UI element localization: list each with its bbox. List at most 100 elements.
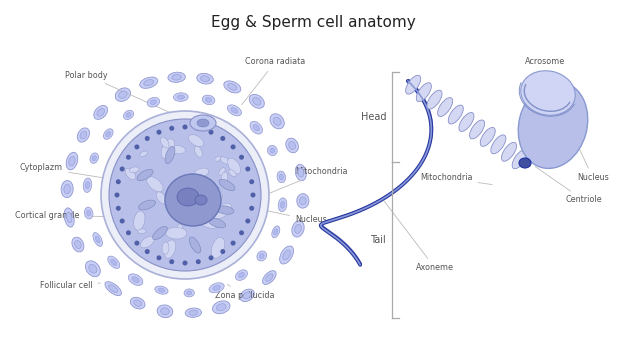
Ellipse shape — [119, 91, 127, 98]
Ellipse shape — [220, 157, 229, 164]
Ellipse shape — [169, 126, 174, 131]
Ellipse shape — [177, 95, 185, 99]
Ellipse shape — [146, 177, 163, 192]
Ellipse shape — [105, 282, 121, 296]
Ellipse shape — [249, 179, 254, 184]
Ellipse shape — [224, 81, 241, 93]
Ellipse shape — [135, 240, 140, 246]
Ellipse shape — [150, 100, 156, 105]
Ellipse shape — [161, 308, 169, 315]
Ellipse shape — [208, 130, 213, 135]
Ellipse shape — [115, 88, 130, 102]
Ellipse shape — [250, 121, 262, 134]
Ellipse shape — [274, 229, 278, 235]
Ellipse shape — [183, 261, 188, 266]
Ellipse shape — [512, 150, 527, 169]
Ellipse shape — [231, 108, 238, 113]
Ellipse shape — [66, 212, 72, 223]
Ellipse shape — [240, 289, 254, 302]
Ellipse shape — [140, 151, 148, 156]
Ellipse shape — [219, 168, 225, 175]
Ellipse shape — [120, 166, 125, 171]
Ellipse shape — [279, 174, 284, 180]
Ellipse shape — [280, 201, 285, 208]
Ellipse shape — [97, 109, 105, 116]
Ellipse shape — [126, 155, 131, 160]
Ellipse shape — [64, 184, 71, 194]
Ellipse shape — [108, 256, 120, 269]
Ellipse shape — [74, 240, 81, 249]
Ellipse shape — [235, 270, 247, 280]
Ellipse shape — [259, 253, 264, 258]
Ellipse shape — [135, 144, 140, 149]
Ellipse shape — [245, 166, 250, 171]
Ellipse shape — [165, 174, 221, 226]
Ellipse shape — [262, 271, 276, 284]
Text: Polar body: Polar body — [65, 71, 177, 116]
Ellipse shape — [190, 115, 216, 131]
Ellipse shape — [438, 98, 453, 117]
Ellipse shape — [157, 305, 173, 318]
Ellipse shape — [92, 156, 96, 161]
Ellipse shape — [295, 224, 301, 233]
Ellipse shape — [213, 203, 232, 219]
Ellipse shape — [158, 288, 165, 292]
Ellipse shape — [134, 211, 145, 230]
Ellipse shape — [215, 156, 221, 162]
Ellipse shape — [280, 246, 294, 264]
Ellipse shape — [93, 233, 103, 246]
Ellipse shape — [228, 84, 237, 90]
Text: Head: Head — [361, 112, 386, 122]
Ellipse shape — [187, 291, 192, 295]
Text: Centriole: Centriole — [535, 167, 602, 204]
Ellipse shape — [189, 310, 198, 315]
Ellipse shape — [165, 147, 175, 163]
Ellipse shape — [120, 219, 125, 224]
Ellipse shape — [111, 259, 117, 265]
Ellipse shape — [195, 146, 202, 157]
Ellipse shape — [160, 137, 169, 148]
Ellipse shape — [272, 226, 280, 238]
Ellipse shape — [61, 180, 73, 198]
Text: Axoneme: Axoneme — [384, 201, 454, 273]
Ellipse shape — [116, 206, 121, 211]
Ellipse shape — [194, 168, 209, 177]
Ellipse shape — [162, 139, 175, 159]
Ellipse shape — [249, 206, 254, 211]
Text: Acrosome: Acrosome — [525, 58, 565, 67]
Ellipse shape — [239, 230, 244, 235]
Ellipse shape — [189, 237, 201, 253]
Ellipse shape — [72, 237, 84, 252]
Ellipse shape — [219, 179, 235, 191]
Ellipse shape — [145, 136, 150, 141]
Ellipse shape — [177, 188, 199, 206]
Ellipse shape — [292, 221, 304, 237]
Text: Cytoplazm: Cytoplazm — [20, 163, 115, 180]
Ellipse shape — [470, 120, 485, 139]
Ellipse shape — [196, 126, 201, 131]
Ellipse shape — [220, 136, 225, 141]
Ellipse shape — [184, 289, 194, 297]
Ellipse shape — [123, 110, 133, 120]
Ellipse shape — [212, 301, 230, 314]
Ellipse shape — [427, 90, 442, 109]
Ellipse shape — [501, 142, 516, 161]
Ellipse shape — [221, 172, 228, 184]
Ellipse shape — [239, 155, 244, 160]
Ellipse shape — [253, 98, 261, 105]
Ellipse shape — [459, 113, 474, 131]
Text: Corona radiata: Corona radiata — [242, 58, 305, 105]
Ellipse shape — [138, 229, 146, 234]
Ellipse shape — [64, 208, 74, 227]
Ellipse shape — [182, 198, 192, 203]
Ellipse shape — [416, 83, 431, 102]
Ellipse shape — [85, 207, 93, 219]
Ellipse shape — [521, 71, 575, 115]
Ellipse shape — [277, 171, 285, 183]
Ellipse shape — [125, 168, 136, 180]
Ellipse shape — [140, 77, 158, 88]
Ellipse shape — [137, 169, 153, 181]
Ellipse shape — [153, 226, 167, 239]
Ellipse shape — [253, 125, 259, 131]
Ellipse shape — [156, 130, 162, 135]
